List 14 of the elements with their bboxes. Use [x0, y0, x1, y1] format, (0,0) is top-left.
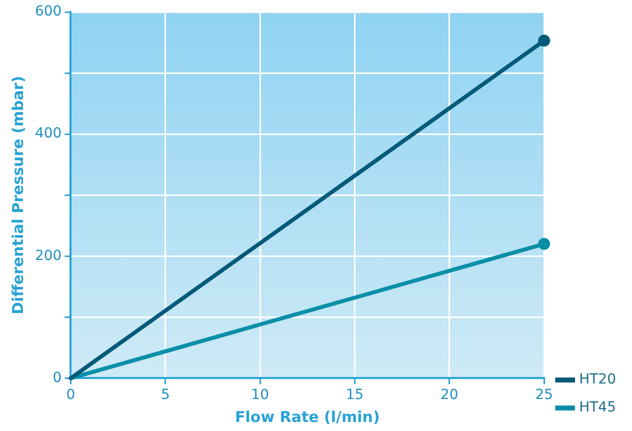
legend-label: HT45: [579, 400, 616, 416]
y-tick-label: 400: [34, 126, 62, 142]
x-tick-label: 20: [440, 387, 458, 404]
y-tick-label: 200: [34, 248, 62, 264]
y-tick-label: 0: [52, 370, 62, 386]
y-tick-label: 600: [34, 4, 62, 20]
legend-label: HT20: [579, 372, 616, 388]
x-tick-label: 10: [251, 387, 269, 404]
x-tick-label: 5: [160, 387, 170, 404]
y-axis-title: Differential Pressure (mbar): [8, 76, 27, 314]
x-tick-label: 15: [346, 387, 364, 404]
x-axis-title: Flow Rate (l/min): [235, 408, 380, 426]
x-tick-label: 25: [535, 387, 554, 404]
x-tick-label: 0: [66, 387, 76, 404]
